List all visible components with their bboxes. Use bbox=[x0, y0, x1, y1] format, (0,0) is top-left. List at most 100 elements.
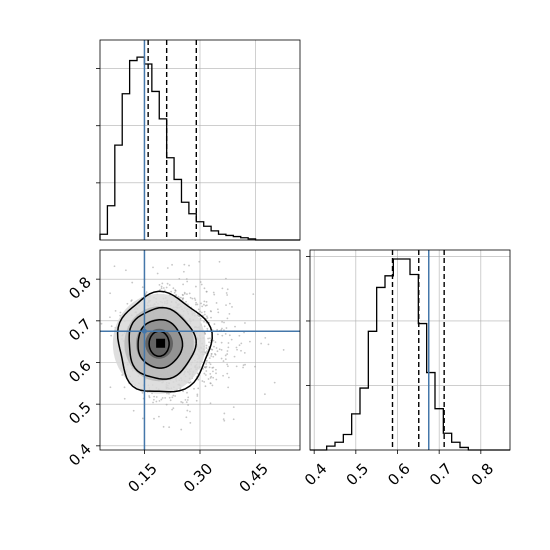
scatter-point bbox=[227, 346, 230, 349]
scatter-point bbox=[159, 289, 161, 291]
scatter-point bbox=[224, 354, 227, 357]
scatter-point bbox=[226, 294, 229, 296]
scatter-point bbox=[231, 306, 233, 308]
scatter-point bbox=[181, 293, 184, 296]
scatter-point bbox=[273, 381, 276, 384]
scatter-point bbox=[161, 282, 164, 285]
scatter-point bbox=[220, 341, 223, 344]
scatter-point bbox=[212, 355, 215, 358]
scatter-point bbox=[234, 325, 236, 328]
param2-y-tick-label: 0.6 bbox=[65, 357, 95, 387]
scatter-point bbox=[222, 374, 224, 377]
param1-hist-bin bbox=[181, 202, 188, 240]
scatter-point bbox=[178, 277, 181, 280]
panel-frame bbox=[99, 39, 301, 241]
scatter-point bbox=[183, 263, 186, 266]
scatter-point bbox=[210, 348, 213, 351]
scatter-point bbox=[131, 281, 134, 284]
scatter-point bbox=[244, 322, 246, 324]
scatter-point bbox=[152, 398, 155, 401]
scatter-point bbox=[260, 342, 263, 345]
scatter-point bbox=[177, 295, 180, 298]
scatter-point bbox=[243, 351, 246, 354]
scatter-point bbox=[267, 343, 270, 346]
param2-hist-bin bbox=[452, 442, 460, 450]
scatter-point bbox=[197, 308, 200, 311]
scatter-point bbox=[209, 372, 212, 375]
scatter-point bbox=[194, 299, 197, 301]
scatter-point bbox=[217, 311, 220, 314]
scatter-point bbox=[249, 340, 251, 343]
scatter-point bbox=[221, 287, 224, 290]
scatter-point bbox=[203, 300, 206, 303]
scatter-point bbox=[215, 302, 218, 304]
scatter-point bbox=[163, 289, 166, 292]
scatter-point bbox=[210, 316, 212, 319]
scatter-point bbox=[110, 325, 113, 328]
scatter-point bbox=[186, 293, 188, 295]
param2-x-tick-label: 0.5 bbox=[343, 460, 373, 490]
scatter-point bbox=[203, 303, 205, 306]
param2-y-tick-label: 0.7 bbox=[65, 315, 95, 345]
scatter-point bbox=[153, 395, 156, 398]
scatter-point bbox=[207, 337, 210, 340]
scatter-point bbox=[200, 283, 203, 286]
scatter-point bbox=[162, 287, 165, 289]
scatter-point bbox=[182, 270, 185, 273]
scatter-point bbox=[141, 286, 144, 289]
scatter-point bbox=[172, 394, 175, 397]
scatter-point bbox=[205, 363, 208, 365]
density-contour bbox=[128, 306, 197, 380]
scatter-point bbox=[222, 360, 225, 362]
scatter-point bbox=[186, 399, 189, 401]
param2-x-tick-label: 0.8 bbox=[468, 460, 498, 490]
scatter-point bbox=[197, 387, 200, 390]
param2-hist-bin bbox=[402, 259, 410, 450]
scatter-point bbox=[206, 327, 209, 330]
scatter-point bbox=[227, 365, 229, 368]
scatter-point bbox=[121, 374, 124, 376]
scatter-point bbox=[201, 305, 204, 308]
scatter-point bbox=[189, 410, 191, 413]
scatter-point bbox=[119, 311, 122, 314]
scatter-point bbox=[209, 402, 212, 405]
density-peak bbox=[156, 338, 166, 348]
scatter-point bbox=[224, 332, 227, 335]
scatter-point bbox=[196, 303, 199, 306]
scatter-point bbox=[227, 376, 230, 379]
scatter-point bbox=[100, 322, 103, 325]
scatter-point bbox=[225, 292, 228, 294]
scatter-point bbox=[186, 391, 188, 394]
scatter-point bbox=[209, 363, 212, 366]
scatter-point bbox=[228, 302, 231, 305]
density-contour bbox=[137, 318, 184, 369]
scatter-point bbox=[186, 280, 189, 283]
scatter-point bbox=[169, 399, 172, 402]
density-contour bbox=[116, 290, 213, 393]
scatter-point bbox=[206, 315, 208, 318]
scatter-point bbox=[155, 400, 158, 403]
scatter-point bbox=[242, 364, 245, 367]
scatter-point bbox=[208, 341, 210, 344]
scatter-point bbox=[205, 300, 208, 303]
scatter-point bbox=[186, 409, 189, 412]
param2-y-tick-label: 0.5 bbox=[65, 398, 95, 428]
scatter-point bbox=[158, 415, 160, 418]
scatter-point bbox=[254, 365, 256, 368]
scatter-point bbox=[199, 281, 202, 283]
scatter-point bbox=[215, 347, 218, 349]
param1-hist-bin bbox=[159, 119, 166, 240]
scatter-point bbox=[203, 313, 206, 316]
scatter-point bbox=[210, 310, 212, 313]
param1-x-tick-label: 0.30 bbox=[180, 460, 216, 496]
scatter-point bbox=[226, 317, 229, 320]
scatter-point bbox=[218, 348, 221, 351]
marginal-hist-param1-panel bbox=[96, 39, 301, 241]
scatter-point bbox=[205, 344, 208, 347]
param2-hist-outline bbox=[310, 258, 510, 451]
scatter-point bbox=[221, 320, 223, 323]
scatter-point bbox=[168, 392, 170, 395]
scatter-point bbox=[252, 293, 255, 296]
scatter-point bbox=[165, 403, 168, 406]
